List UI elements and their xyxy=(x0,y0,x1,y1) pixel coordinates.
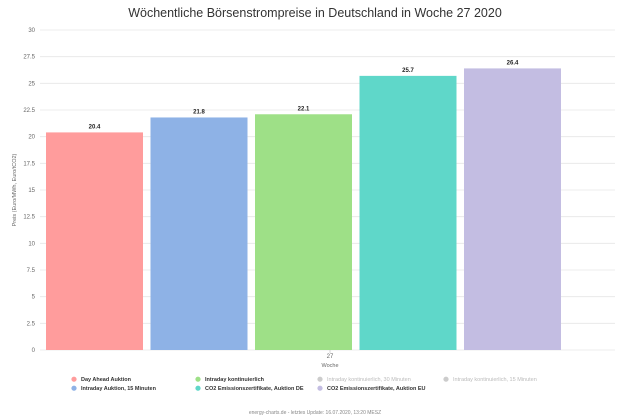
y-axis-ticks: 0 2.5 5 7.5 10 12.5 15 17.5 20 22.5 25 27.5 30 xyxy=(23,28,35,354)
x-axis-title: Woche xyxy=(321,363,338,369)
y-tick-label: 22.5 xyxy=(23,108,35,114)
bar[interactable] xyxy=(255,114,352,351)
bar[interactable] xyxy=(46,132,143,350)
legend-marker xyxy=(71,385,77,391)
y-tick-label: 5 xyxy=(32,295,36,301)
y-axis-title: Preis (Euro/MWh, Euro/tCO2) xyxy=(12,153,18,226)
bars xyxy=(46,68,561,351)
footer-text: energy-charts.de - letztes Update: 16.07… xyxy=(249,410,381,416)
data-label: 20.4 xyxy=(89,124,101,130)
legend-label: Intraday kontinuierlich, 30 Minuten xyxy=(327,377,411,383)
legend-item[interactable]: Intraday kontinuierlich xyxy=(195,376,265,383)
legend-marker xyxy=(317,376,323,382)
legend-label: Day Ahead Auktion xyxy=(81,377,132,383)
bar[interactable] xyxy=(150,117,248,350)
legend-label: CO2 Emissionszertifikate, Auktion DE xyxy=(205,386,304,392)
y-tick-label: 27.5 xyxy=(23,55,35,61)
y-tick-label: 0 xyxy=(32,348,36,354)
x-tick-label: 27 xyxy=(327,354,334,360)
legend-item[interactable]: CO2 Emissionszertifikate, Auktion EU xyxy=(317,385,426,392)
legend-item[interactable]: Day Ahead Auktion xyxy=(71,376,132,383)
data-labels: 20.4 21.8 22.1 25.7 26.4 xyxy=(89,60,519,130)
legend-item[interactable]: Intraday Auktion, 15 Minuten xyxy=(71,385,157,392)
y-tick-label: 10 xyxy=(28,241,35,247)
y-tick-label: 17.5 xyxy=(23,161,35,167)
legend-marker xyxy=(443,376,449,382)
legend-marker xyxy=(317,385,323,391)
y-tick-label: 2.5 xyxy=(27,321,36,327)
y-tick-label: 15 xyxy=(28,188,35,194)
legend-label: Intraday kontinuierlich, 15 Minuten xyxy=(453,377,537,383)
bar[interactable] xyxy=(464,68,561,351)
legend-marker xyxy=(195,385,201,391)
bar[interactable] xyxy=(359,75,457,350)
y-tick-label: 25 xyxy=(28,81,35,87)
legend-item[interactable]: CO2 Emissionszertifikate, Auktion DE xyxy=(195,385,304,392)
legend-item[interactable]: Intraday kontinuierlich, 15 Minuten xyxy=(443,376,537,383)
legend-label: CO2 Emissionszertifikate, Auktion EU xyxy=(327,386,426,392)
y-tick-label: 20 xyxy=(28,135,35,141)
y-tick-label: 12.5 xyxy=(23,215,35,221)
legend-item[interactable]: Intraday kontinuierlich, 30 Minuten xyxy=(317,376,411,383)
legend: Day Ahead Auktion Intraday kontinuierlich… xyxy=(71,376,537,392)
chart-title: Wöchentliche Börsenstrompreise in Deutsc… xyxy=(128,6,502,20)
data-label: 21.8 xyxy=(193,109,205,115)
data-label: 25.7 xyxy=(402,68,414,74)
y-tick-label: 7.5 xyxy=(27,268,36,274)
y-tick-label: 30 xyxy=(28,28,35,34)
data-label: 22.1 xyxy=(298,106,310,112)
legend-marker xyxy=(71,376,77,382)
legend-marker xyxy=(195,376,201,382)
legend-label: Intraday kontinuierlich xyxy=(205,377,265,383)
data-label: 26.4 xyxy=(507,60,519,66)
legend-label: Intraday Auktion, 15 Minuten xyxy=(81,386,157,392)
